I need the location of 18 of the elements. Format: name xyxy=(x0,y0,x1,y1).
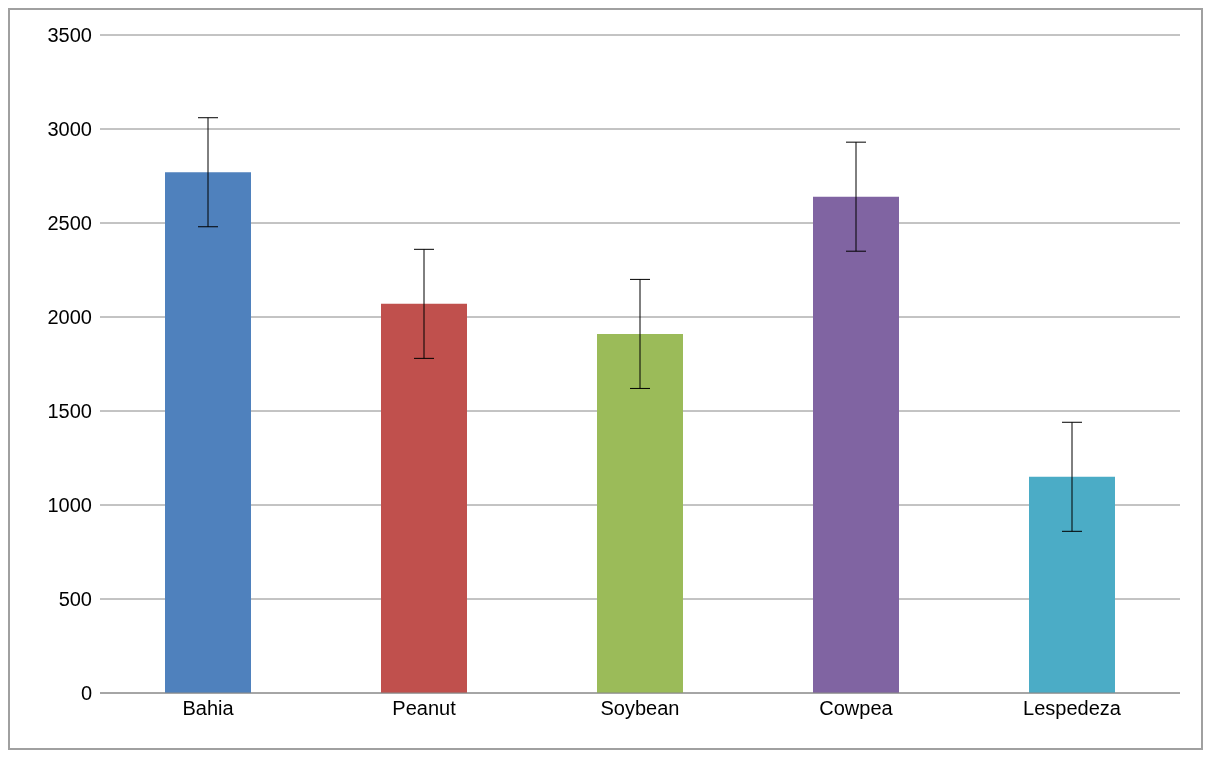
x-tick-label: Cowpea xyxy=(819,697,894,720)
y-tick-label: 1500 xyxy=(47,400,92,423)
bar xyxy=(597,333,683,693)
y-tick-label: 2000 xyxy=(47,306,92,329)
bar xyxy=(813,196,899,693)
y-tick-label: 3500 xyxy=(47,24,92,47)
x-tick-label: Bahia xyxy=(182,697,235,720)
bar xyxy=(165,172,251,693)
bar xyxy=(1029,476,1115,693)
x-tick-label: Soybean xyxy=(600,697,680,720)
x-tick-label: Lespedeza xyxy=(1023,697,1122,720)
bar xyxy=(381,303,467,693)
x-tick-label: Peanut xyxy=(392,697,457,720)
y-tick-label: 1000 xyxy=(47,494,92,517)
y-tick-label: 3000 xyxy=(47,118,92,141)
y-tick-label: 0 xyxy=(80,682,92,705)
y-tick-label: 2500 xyxy=(47,212,92,235)
y-tick-label: 500 xyxy=(58,588,92,611)
